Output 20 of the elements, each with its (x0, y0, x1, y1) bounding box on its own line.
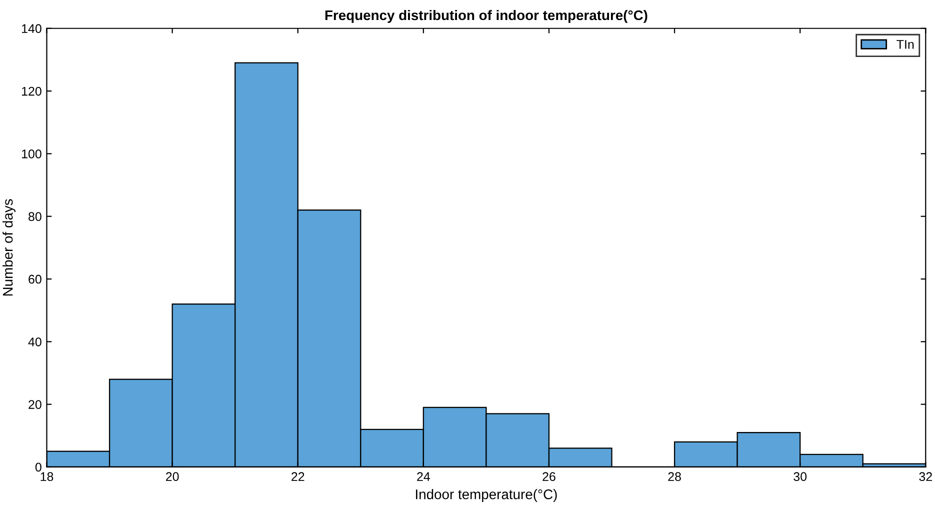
y-tick-label: 80 (28, 212, 42, 222)
y-tick-label: 20 (28, 400, 42, 409)
x-tick-label: 18 (40, 472, 54, 482)
legend-label: TIn (896, 40, 914, 49)
chart-title: Frequency distribution of indoor temperature(°C) (325, 10, 648, 23)
x-tick-label: 28 (668, 472, 681, 482)
x-axis-title: Indoor temperature(°C) (416, 489, 557, 502)
x-tick-label: 22 (292, 472, 304, 481)
y-axis-title: Number of days (2, 199, 16, 296)
x-tick-label: 32 (919, 472, 932, 482)
y-tick-label: 140 (22, 24, 42, 34)
x-tick-label: 20 (166, 472, 179, 482)
y-tick-label: 60 (28, 274, 42, 284)
y-tick-label: 120 (22, 86, 42, 96)
x-tick-label: 26 (542, 472, 556, 482)
x-tick-label: 24 (417, 472, 430, 481)
y-tick-label: 0 (35, 462, 42, 472)
x-tick-label: 30 (794, 472, 807, 482)
y-tick-label: 40 (28, 337, 42, 346)
y-tick-label: 100 (22, 149, 42, 158)
